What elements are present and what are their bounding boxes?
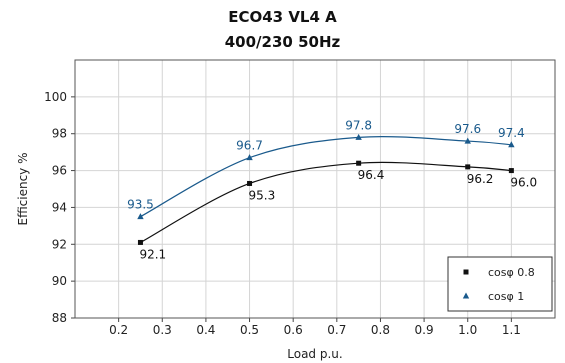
series-line-2 (140, 136, 512, 218)
x-tick-label: 0.8 (371, 323, 390, 337)
data-label: 97.4 (498, 126, 525, 140)
data-label: 95.3 (249, 188, 276, 202)
data-label: 92.1 (139, 247, 166, 261)
x-tick-label: 0.9 (415, 323, 434, 337)
x-tick-label: 0.3 (153, 323, 172, 337)
y-tick-label: 100 (44, 90, 67, 104)
x-tick-label: 1.0 (458, 323, 477, 337)
data-point (246, 154, 253, 161)
data-point (464, 137, 471, 144)
data-label: 93.5 (127, 198, 154, 212)
data-label: 96.0 (510, 176, 537, 190)
series-line-1 (140, 161, 512, 243)
data-point (356, 160, 362, 166)
x-axis-label: Load p.u. (287, 347, 342, 361)
x-tick-label: 0.5 (240, 323, 259, 337)
y-tick-label: 94 (52, 200, 67, 214)
data-point (137, 213, 144, 220)
data-point (465, 164, 471, 170)
data-point (137, 239, 143, 245)
legend-box (447, 256, 553, 312)
x-tick-label: 0.6 (284, 323, 303, 337)
data-point (355, 133, 362, 140)
y-axis-label: Efficiency % (16, 152, 30, 225)
data-label: 96.4 (358, 168, 385, 182)
data-label: 96.7 (236, 139, 263, 153)
legend-marker (463, 269, 469, 275)
y-tick-label: 90 (52, 274, 67, 288)
data-point (508, 141, 515, 148)
data-point (247, 180, 253, 186)
legend-label: cosφ 0.8 (488, 266, 535, 279)
chart-title: ECO43 VL4 A (228, 8, 337, 26)
data-point (508, 168, 514, 174)
y-tick-label: 88 (52, 311, 67, 325)
x-tick-label: 0.7 (327, 323, 346, 337)
legend-label: cosφ 1 (488, 290, 524, 303)
data-label: 97.6 (454, 122, 481, 136)
plot-frame (74, 59, 556, 319)
chart-subtitle: 400/230 50Hz (224, 33, 341, 51)
data-label: 97.8 (345, 118, 372, 132)
x-tick-label: 0.4 (196, 323, 215, 337)
data-label: 96.2 (467, 172, 494, 186)
x-tick-label: 1.1 (502, 323, 521, 337)
x-tick-label: 0.2 (109, 323, 128, 337)
y-tick-label: 96 (52, 164, 67, 178)
y-tick-label: 98 (52, 127, 67, 141)
legend-marker (462, 292, 470, 299)
y-tick-label: 92 (52, 237, 67, 251)
